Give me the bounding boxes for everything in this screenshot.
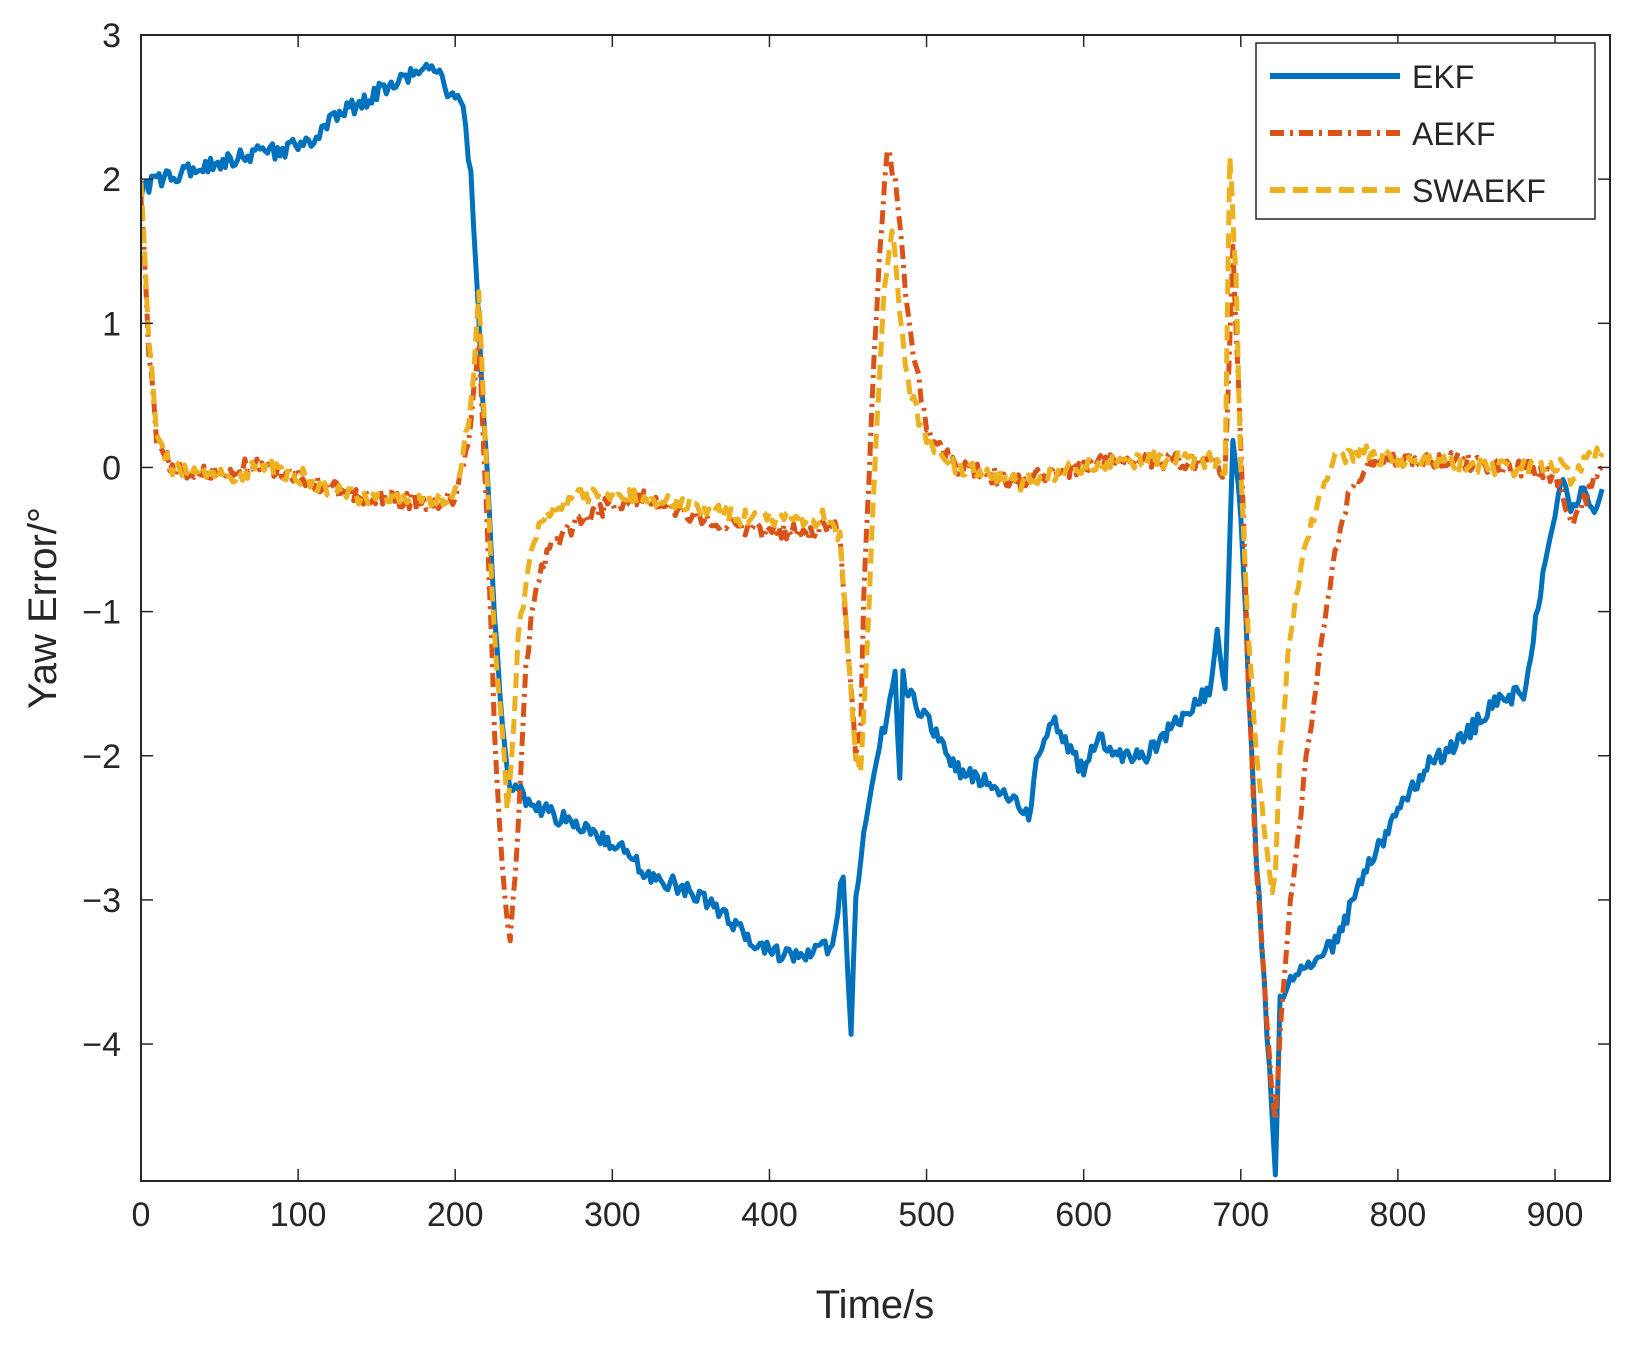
series-line-aekf xyxy=(141,147,1604,1123)
series-line-swaekf xyxy=(141,154,1605,896)
x-tick-label: 100 xyxy=(270,1196,327,1234)
x-tick-label: 700 xyxy=(1212,1196,1269,1234)
x-tick-label: 800 xyxy=(1370,1196,1427,1234)
series-line-ekf xyxy=(141,61,1605,1178)
y-tick-label: −2 xyxy=(82,738,121,776)
y-tick-label: −4 xyxy=(82,1026,121,1064)
x-tick-label: 900 xyxy=(1527,1196,1584,1234)
x-tick-label: 400 xyxy=(741,1196,798,1234)
y-tick-label: 2 xyxy=(102,161,121,199)
x-tick-label: 600 xyxy=(1055,1196,1112,1234)
series-layer xyxy=(141,61,1605,1178)
legend-label-ekf: EKF xyxy=(1412,59,1474,95)
legend: EKF AEKF SWAEKF xyxy=(1255,42,1596,220)
y-axis-label: Yaw Error/° xyxy=(21,507,65,709)
legend-label-swaekf: SWAEKF xyxy=(1412,173,1546,209)
x-tick-label: 200 xyxy=(427,1196,484,1234)
y-tick-label: 3 xyxy=(102,17,121,55)
ticks-layer: 0 100 200 300 400 500 600 700 800 900 −4 −3 −2 −1 0 1 2 3 xyxy=(82,17,1610,1234)
x-tick-label: 0 xyxy=(132,1196,151,1234)
y-tick-label: 0 xyxy=(102,449,121,487)
plot-area xyxy=(141,35,1610,1181)
x-tick-label: 500 xyxy=(898,1196,955,1234)
legend-label-aekf: AEKF xyxy=(1412,116,1496,152)
x-tick-label: 300 xyxy=(584,1196,641,1234)
y-tick-label: −3 xyxy=(82,882,121,920)
x-axis-label: Time/s xyxy=(816,1283,935,1327)
y-tick-label: 1 xyxy=(102,305,121,343)
plot-frame xyxy=(140,34,1611,1182)
y-tick-label: −1 xyxy=(82,594,121,632)
